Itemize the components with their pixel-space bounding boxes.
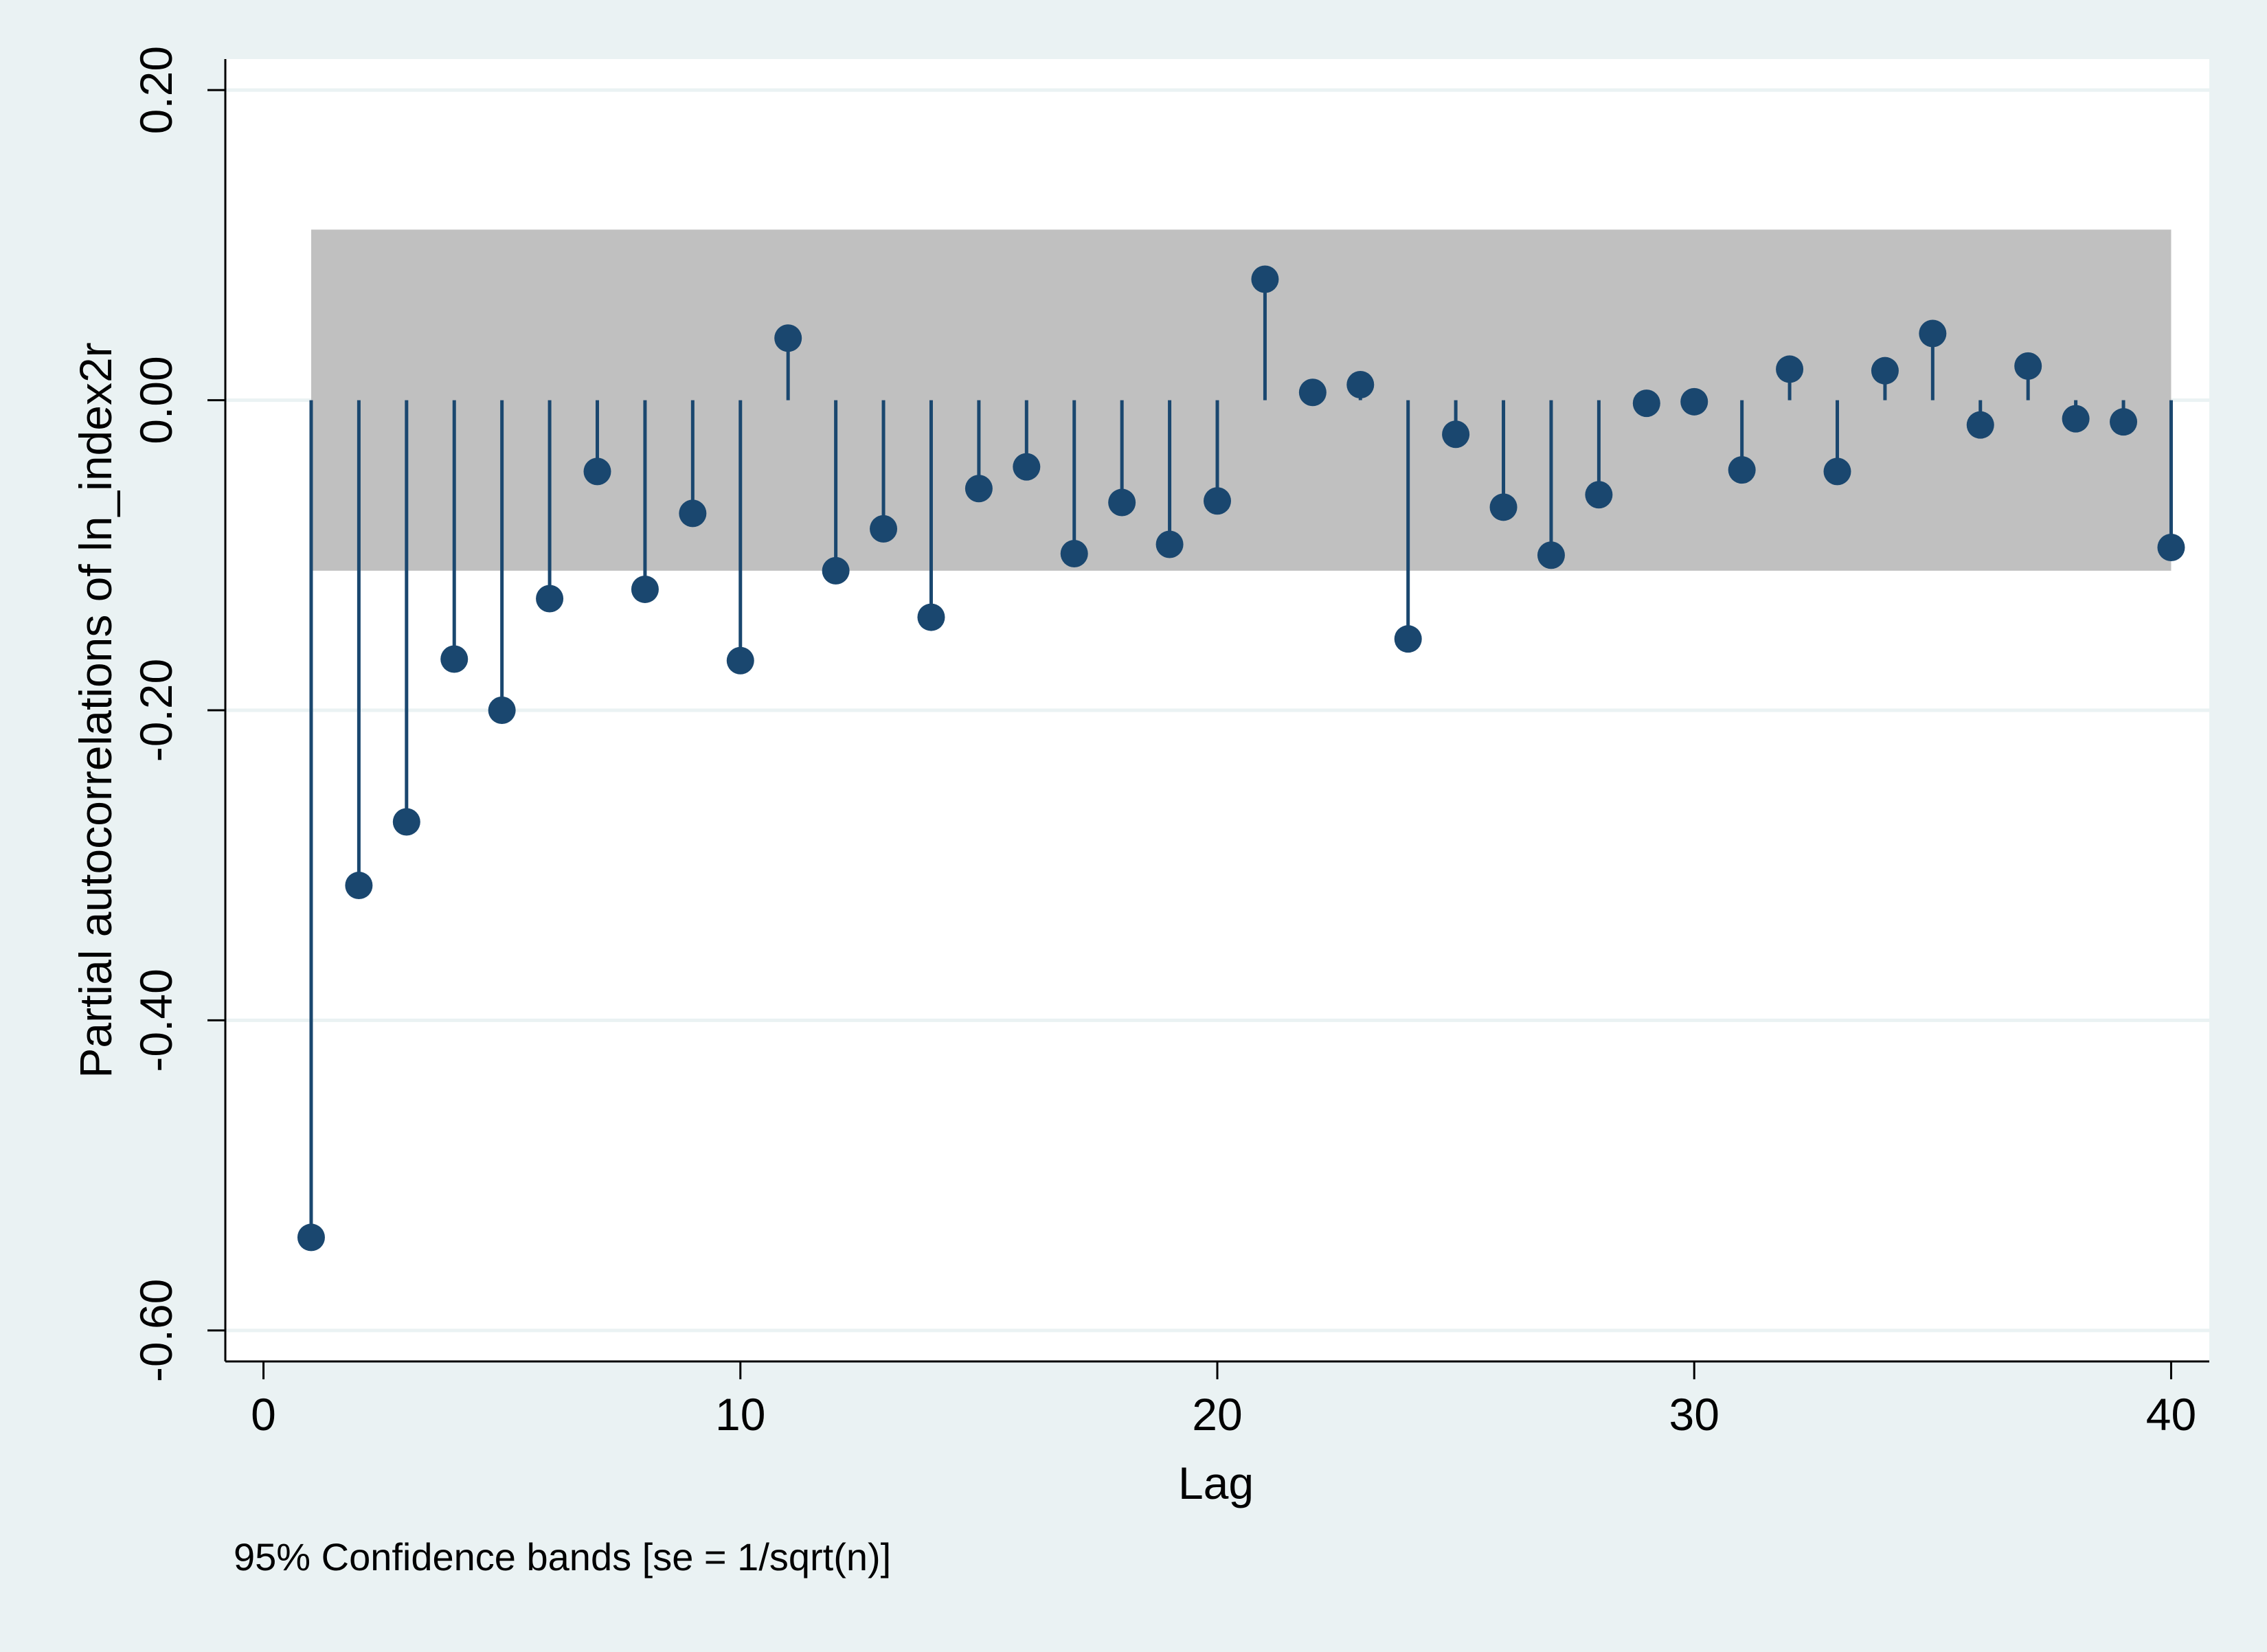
pacf-point (1204, 487, 1231, 515)
pacf-point (1632, 389, 1660, 418)
x-tick-label: 0 (251, 1389, 276, 1440)
pacf-point (965, 475, 993, 503)
x-tick-label: 20 (1192, 1389, 1242, 1440)
confidence-band-note: 95% Confidence bands [se = 1/sqrt(n)] (234, 1535, 891, 1579)
pacf-point (1537, 541, 1565, 569)
pacf-point (1823, 457, 1851, 486)
pacf-point (440, 645, 469, 673)
pacf-point (1585, 481, 1613, 509)
pacf-point (1298, 378, 1327, 407)
y-tick-label: -0.20 (131, 659, 181, 762)
pacf-point (679, 499, 707, 528)
y-tick-label: -0.40 (131, 969, 181, 1072)
pacf-point (583, 457, 611, 486)
pacf-point (2062, 405, 2090, 433)
y-axis-title: Partial autocorrelations of ln_index2r (70, 342, 121, 1078)
pacf-point (1871, 357, 1899, 385)
pacf-point (1966, 411, 1994, 439)
x-tick-label: 40 (2146, 1389, 2196, 1440)
pacf-point (2157, 534, 2185, 561)
pacf-point (536, 585, 564, 613)
axes: -0.60 -0.40 -0.20 0.00 0.20 0 10 20 30 40 (131, 46, 2209, 1440)
data-marks (297, 265, 2185, 1252)
pacf-point (1155, 530, 1184, 558)
x-axis-title: Lag (1178, 1458, 1254, 1508)
pacf-point (1919, 319, 1947, 348)
x-tick-label: 10 (715, 1389, 765, 1440)
pacf-point (1346, 371, 1375, 398)
pacf-point (1108, 488, 1136, 517)
pacf-point (1251, 265, 1279, 293)
y-tick-label: 0.20 (131, 46, 181, 134)
pacf-point (488, 697, 516, 724)
x-tick-label: 30 (1669, 1389, 1719, 1440)
pacf-point (774, 324, 802, 352)
pacf-point (2110, 408, 2138, 436)
pacf-point (631, 575, 659, 603)
pacf-point (870, 514, 898, 543)
pacf-point (726, 646, 754, 675)
pacf-point (2014, 352, 2042, 380)
pacf-point (822, 556, 850, 585)
confidence-band-layer (311, 229, 2172, 571)
y-tick-label: -0.60 (131, 1279, 181, 1382)
confidence-band (311, 229, 2172, 571)
pacf-point (297, 1223, 325, 1252)
pacf-point (345, 872, 373, 900)
pacf-point (1776, 355, 1804, 383)
pacf-point (1013, 453, 1041, 481)
y-tick-label: 0.00 (131, 356, 181, 444)
pacf-point (917, 603, 945, 631)
pacf-point (392, 808, 420, 836)
pacf-point (1442, 420, 1470, 449)
pacf-point (1489, 493, 1518, 521)
pacf-point (1394, 625, 1422, 653)
pacf-point (1728, 456, 1756, 484)
pacf-point (1680, 387, 1708, 416)
pacf-point (1060, 540, 1088, 568)
